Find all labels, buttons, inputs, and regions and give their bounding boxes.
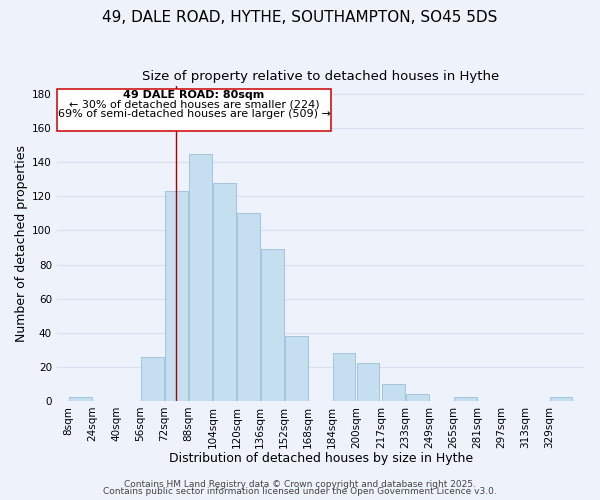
Bar	[237, 214, 260, 401]
Bar	[285, 336, 308, 401]
Text: ← 30% of detached houses are smaller (224): ← 30% of detached houses are smaller (22…	[69, 100, 319, 110]
Text: Contains public sector information licensed under the Open Government Licence v3: Contains public sector information licen…	[103, 488, 497, 496]
Text: 49, DALE ROAD, HYTHE, SOUTHAMPTON, SO45 5DS: 49, DALE ROAD, HYTHE, SOUTHAMPTON, SO45 …	[103, 10, 497, 25]
Text: 69% of semi-detached houses are larger (509) →: 69% of semi-detached houses are larger (…	[58, 109, 331, 119]
Bar	[213, 182, 236, 401]
Bar	[406, 394, 429, 401]
Bar	[382, 384, 405, 401]
Bar	[141, 356, 164, 401]
Text: 49 DALE ROAD: 80sqm: 49 DALE ROAD: 80sqm	[124, 90, 265, 101]
Text: Contains HM Land Registry data © Crown copyright and database right 2025.: Contains HM Land Registry data © Crown c…	[124, 480, 476, 489]
Bar	[356, 364, 379, 401]
Bar	[261, 249, 284, 401]
Bar	[189, 154, 212, 401]
Bar	[165, 191, 188, 401]
X-axis label: Distribution of detached houses by size in Hythe: Distribution of detached houses by size …	[169, 452, 473, 465]
Bar	[70, 398, 92, 401]
Bar	[454, 398, 476, 401]
Title: Size of property relative to detached houses in Hythe: Size of property relative to detached ho…	[142, 70, 500, 83]
Bar	[333, 353, 355, 401]
FancyBboxPatch shape	[57, 88, 331, 132]
Y-axis label: Number of detached properties: Number of detached properties	[15, 144, 28, 342]
Bar	[550, 398, 572, 401]
